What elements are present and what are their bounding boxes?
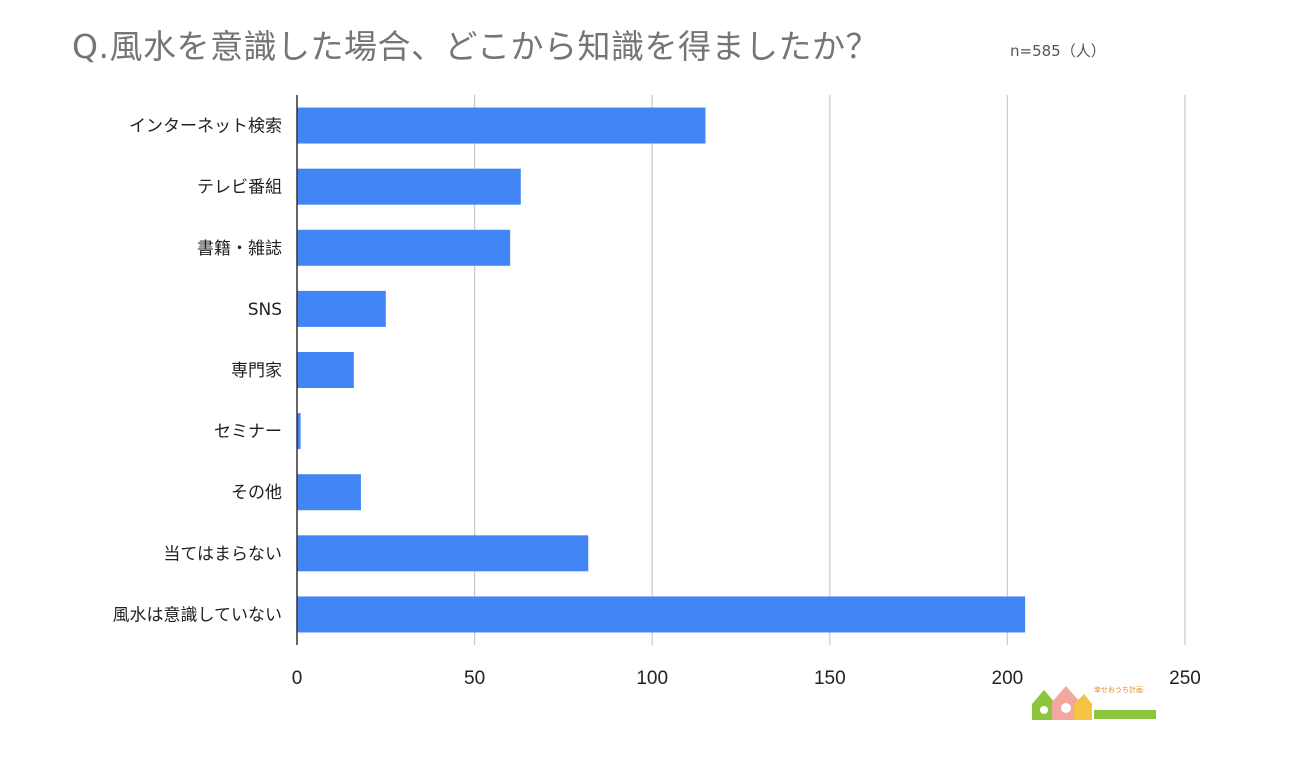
category-label: インターネット検索 — [129, 117, 282, 137]
x-tick-label: 100 — [636, 668, 668, 689]
category-label: 当てはまらない — [163, 544, 282, 564]
category-label: その他 — [231, 483, 282, 503]
bar — [297, 107, 706, 144]
bars — [297, 107, 1026, 633]
category-label: SNS — [248, 300, 282, 320]
x-tick-label: 250 — [1169, 668, 1201, 689]
x-tick-label: 0 — [292, 668, 303, 689]
logo-text: 幸せおうち計画 — [1094, 686, 1143, 694]
x-tick-labels: 0 50 100 150 200 250 — [292, 668, 1201, 689]
bar — [297, 352, 354, 388]
x-tick-label: 50 — [464, 668, 485, 689]
bar — [297, 596, 1026, 633]
bar — [297, 168, 521, 205]
category-label: 専門家 — [231, 361, 282, 381]
category-label: テレビ番組 — [197, 178, 282, 198]
bar — [297, 474, 361, 511]
bar — [297, 535, 589, 572]
category-label: 書籍・雑誌 — [197, 239, 282, 259]
sample-size-note: n=585（人） — [1010, 42, 1106, 60]
bar — [297, 229, 511, 266]
bar — [297, 290, 386, 327]
x-tick-label: 150 — [814, 668, 846, 689]
bar — [297, 413, 301, 450]
logo-bar — [1094, 710, 1156, 719]
category-label: 風水は意識していない — [113, 605, 283, 625]
category-label: セミナー — [214, 422, 282, 442]
chart-title: Q.風水を意識した場合、どこから知識を得ましたか？ — [72, 27, 879, 66]
brand-logo: 幸せおうち計画 — [1030, 682, 1160, 724]
house-logo-icon — [1032, 686, 1092, 720]
x-tick-label: 200 — [992, 668, 1024, 689]
